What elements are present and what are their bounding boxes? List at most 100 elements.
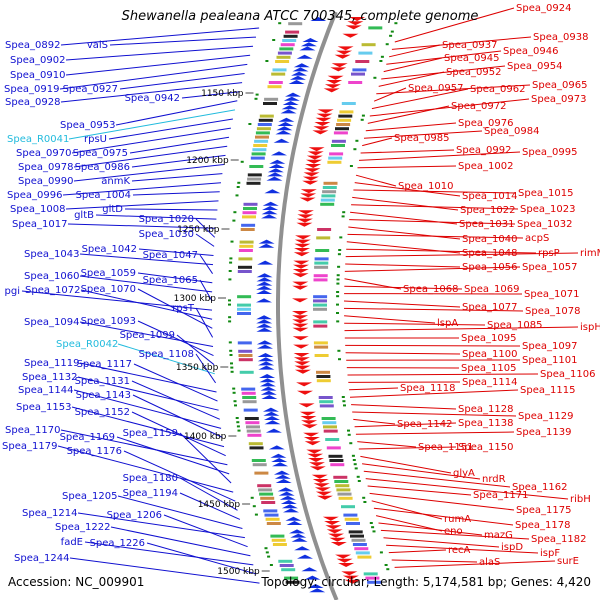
right-gene-label: Spea_0937 — [442, 40, 497, 51]
kbp-mark-label: 1450 kbp — [198, 500, 241, 510]
reverse-gene-glyph — [297, 214, 314, 219]
reverse-gene-glyph — [300, 416, 317, 420]
forward-gene-glyph — [291, 537, 308, 542]
kbp-scale: 1150 kbp 1200 kbp 1250 kbp 1300 kbp 1350 kbp… — [174, 89, 270, 577]
gc-tick — [236, 425, 240, 428]
left-gene-label: Spea_1043 — [24, 249, 79, 260]
forward-gene-glyph — [302, 38, 319, 42]
forward-category-block — [242, 211, 257, 215]
reverse-category-block — [335, 484, 350, 488]
right-leader-line — [388, 549, 447, 554]
left-leader-line — [65, 45, 254, 61]
reverse-category-block — [316, 375, 331, 378]
forward-gene-glyph — [301, 567, 318, 572]
right-gene-label: alaS — [479, 557, 500, 568]
forward-gene-glyph — [256, 323, 273, 328]
reverse-gene-glyph — [329, 537, 346, 542]
reverse-category-block — [314, 265, 329, 269]
left-leader-line — [73, 164, 224, 182]
right-leader-line — [345, 263, 461, 268]
gc-tick — [248, 123, 252, 125]
gc-tick — [232, 387, 236, 390]
left-gene-label: Spea_1070 — [81, 284, 136, 295]
left-leader-line — [79, 321, 214, 347]
right-leader-line — [376, 84, 531, 95]
reverse-category-block — [367, 580, 382, 584]
gc-tick — [336, 274, 340, 277]
left-leader-line — [199, 254, 214, 274]
reverse-gene-glyph — [296, 382, 313, 387]
reverse-gene-glyph — [341, 571, 358, 576]
right-leader-line — [357, 165, 457, 169]
forward-gene-glyph — [259, 374, 276, 378]
forward-category-block — [268, 81, 283, 84]
left-gene-label: Spea_1214 — [22, 508, 77, 519]
right-leader-line — [365, 478, 569, 500]
gc-tick — [351, 454, 355, 457]
gc-tick — [232, 391, 236, 394]
right-gene-label: Spea_1105 — [461, 363, 516, 374]
forward-category-block — [288, 22, 303, 26]
left-gene-label: Spea_1119 — [24, 358, 79, 369]
forward-category-block — [250, 156, 265, 160]
right-leader-line — [371, 88, 469, 110]
gc-tick — [265, 551, 269, 554]
left-gene-label: Spea_0975 — [73, 148, 128, 159]
gc-tick — [360, 118, 364, 121]
reverse-gene-glyph — [315, 117, 332, 122]
left-gene-label: Spea_1170 — [5, 425, 60, 436]
forward-category-block — [251, 459, 266, 462]
reverse-gene-glyph — [312, 130, 329, 135]
right-gene-label: Spea_0973 — [531, 94, 586, 105]
right-leader-line — [394, 560, 556, 568]
reverse-gene-glyph — [308, 462, 325, 467]
genome-backbone — [276, 11, 339, 600]
accession-label: Accession: NC_009901 — [8, 575, 145, 589]
gc-tick — [228, 270, 232, 272]
gc-tick — [362, 496, 366, 499]
left-gene-label: Spea_1017 — [12, 219, 67, 230]
left-gene-label: Spea_1020 — [139, 214, 194, 225]
reverse-gene-glyph — [322, 516, 339, 521]
gc-tick — [269, 564, 273, 566]
reverse-category-block — [313, 307, 327, 311]
gc-tick — [254, 97, 258, 100]
forward-category-block — [248, 442, 263, 446]
gc-tick — [229, 261, 233, 264]
reverse-category-block — [351, 538, 366, 542]
right-leader-line — [378, 522, 483, 536]
left-leader-line — [67, 223, 216, 229]
gc-tick — [229, 257, 233, 260]
right-gene-label: Spea_1077 — [462, 302, 517, 313]
reverse-gene-glyph — [323, 88, 340, 93]
forward-gene-glyph — [258, 365, 275, 370]
right-gene-label: Spea_1069 — [464, 284, 519, 295]
gc-tick — [394, 22, 398, 25]
forward-gene-glyph — [300, 42, 317, 47]
right-leader-line — [386, 50, 502, 65]
gc-tick — [228, 341, 232, 344]
forward-gene-glyph — [259, 382, 276, 387]
left-leader-line — [129, 136, 230, 154]
forward-gene-glyph — [296, 54, 313, 59]
forward-gene-glyph — [286, 521, 303, 525]
reverse-category-block — [315, 249, 330, 252]
reverse-gene-glyph — [292, 323, 309, 328]
right-gene-label: Spea_0938 — [533, 32, 588, 43]
reverse-category-block — [328, 454, 343, 458]
reverse-category-block — [337, 118, 352, 122]
reverse-category-block — [316, 379, 331, 383]
right-leader-line — [375, 515, 443, 532]
forward-category-block — [241, 223, 256, 227]
reverse-gene-glyph — [292, 281, 309, 286]
right-gene-label: Spea_1071 — [524, 289, 579, 300]
left-gene-label: Spea_0996 — [7, 190, 62, 201]
gc-tick — [233, 400, 237, 403]
reverse-category-block — [334, 480, 349, 483]
left-leader-line — [62, 182, 222, 196]
reverse-category-block — [316, 236, 331, 240]
forward-gene-glyph — [257, 353, 274, 357]
forward-gene-glyph — [264, 420, 281, 425]
right-leader-line — [355, 174, 397, 187]
left-gene-label: pgi — [5, 286, 20, 297]
